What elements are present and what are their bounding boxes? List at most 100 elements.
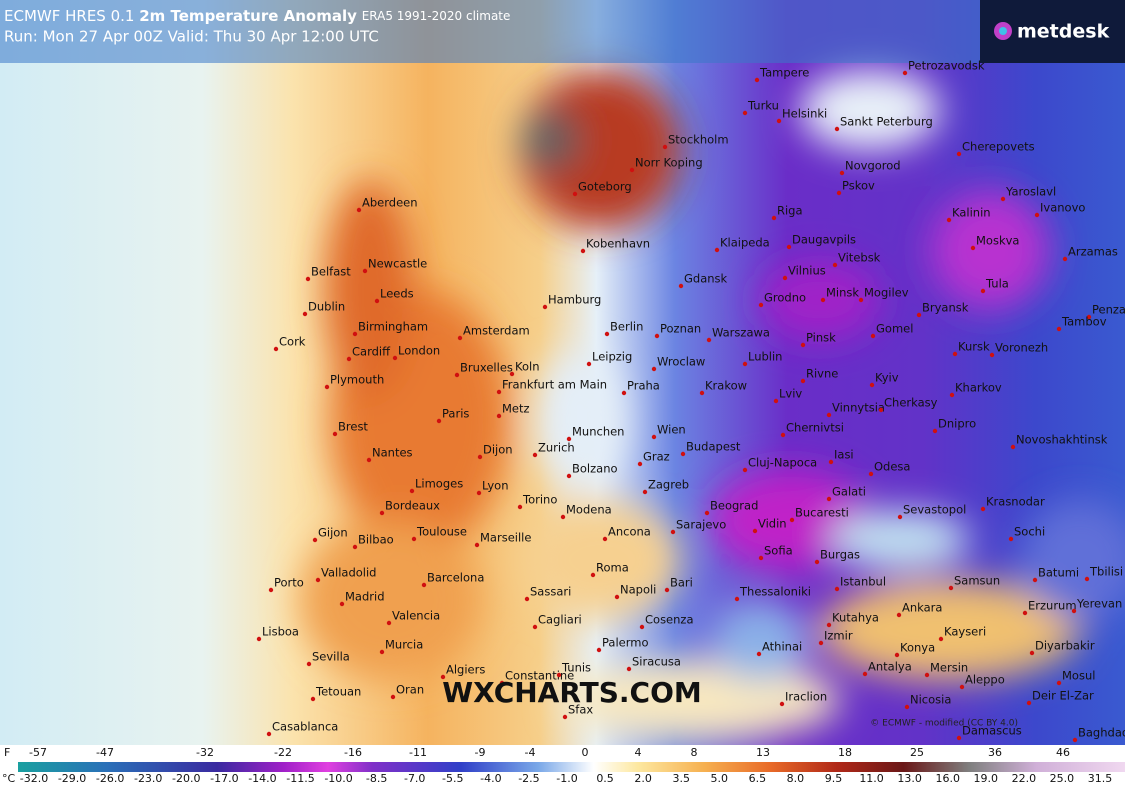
city-label: Deir El-Zar — [1032, 689, 1094, 703]
city-dot — [332, 431, 338, 437]
city-dot — [952, 351, 958, 357]
city-dot — [754, 77, 760, 83]
city-dot — [980, 288, 986, 294]
city-label: Tambov — [1061, 315, 1107, 329]
city-dot — [637, 461, 643, 467]
c-label: 6.5 — [749, 772, 767, 785]
f-label: -47 — [96, 746, 114, 759]
city-label: Berlin — [610, 320, 643, 334]
city-dot — [839, 170, 845, 176]
city-dot — [305, 276, 311, 282]
city-label: Cherkasy — [884, 396, 938, 410]
city-dot — [1084, 576, 1090, 582]
city-dot — [621, 390, 627, 396]
city-dot — [836, 190, 842, 196]
city-dot — [1008, 536, 1014, 542]
city-label: Munchen — [572, 425, 624, 439]
city-dot — [339, 601, 345, 607]
c-unit: °C — [2, 772, 16, 785]
city-dot — [651, 366, 657, 372]
city-label: Cork — [279, 335, 306, 349]
city-dot — [1026, 700, 1032, 706]
f-label: -16 — [344, 746, 362, 759]
city-label: Krakow — [705, 379, 747, 393]
city-dot — [742, 467, 748, 473]
city-label: Ivanovo — [1040, 201, 1085, 215]
city-dot — [421, 582, 427, 588]
city-label: Vitebsk — [838, 251, 881, 265]
city-dot — [366, 457, 372, 463]
city-dot — [902, 70, 908, 76]
city-label: Budapest — [686, 440, 741, 454]
city-label: Cosenza — [645, 613, 694, 627]
city-dot — [1062, 256, 1068, 262]
city-dot — [834, 126, 840, 132]
city-label: Madrid — [345, 590, 385, 604]
city-dot — [1056, 326, 1062, 332]
city-dot — [989, 352, 995, 358]
city-label: Sassari — [530, 585, 571, 599]
c-label: -23.0 — [134, 772, 162, 785]
city-dot — [651, 434, 657, 440]
c-label: -4.0 — [480, 772, 501, 785]
city-dot — [776, 118, 782, 124]
city-dot — [654, 333, 660, 339]
city-dot — [742, 361, 748, 367]
city-dot — [310, 696, 316, 702]
city-dot — [1029, 650, 1035, 656]
city-dot — [734, 596, 740, 602]
city-dot — [509, 371, 515, 377]
city-label: Kalinin — [952, 206, 991, 220]
city-label: Poznan — [660, 322, 701, 336]
city-dot — [779, 701, 785, 707]
city-dot — [532, 624, 538, 630]
c-label: 0.5 — [596, 772, 614, 785]
city-label: Barcelona — [427, 571, 484, 585]
city-label: Mosul — [1062, 669, 1095, 683]
city-label: Sarajevo — [676, 518, 726, 532]
city-dot — [758, 555, 764, 561]
city-dot — [662, 144, 668, 150]
city-label: Marseille — [480, 531, 531, 545]
city-label: Sevastopol — [903, 503, 966, 517]
c-label: -1.0 — [556, 772, 577, 785]
city-dot — [562, 714, 568, 720]
city-dot — [932, 428, 938, 434]
city-label: Yerevan — [1076, 597, 1122, 611]
city-dot — [834, 586, 840, 592]
city-dot — [454, 372, 460, 378]
city-label: Leeds — [380, 287, 414, 301]
city-label: Valladolid — [321, 566, 376, 580]
city-label: Napoli — [620, 583, 656, 597]
city-label: Damascus — [962, 724, 1022, 738]
city-label: Nicosia — [910, 693, 951, 707]
city-dot — [268, 587, 274, 593]
city-dot — [642, 489, 648, 495]
city-label: Bordeaux — [385, 499, 440, 513]
city-dot — [496, 389, 502, 395]
title: 2m Temperature Anomaly — [139, 7, 357, 25]
city-label: Porto — [274, 576, 304, 590]
city-dot — [477, 454, 483, 460]
city-label: Chernivtsi — [786, 421, 844, 435]
city-dot — [639, 624, 645, 630]
f-label: 0 — [582, 746, 589, 759]
city-label: Bilbao — [358, 533, 394, 547]
city-dot — [916, 312, 922, 318]
city-label: Konya — [900, 641, 935, 655]
city-label: Hamburg — [548, 293, 601, 307]
city-label: Daugavpils — [792, 233, 856, 247]
city-dot — [476, 490, 482, 496]
city-dot — [664, 587, 670, 593]
city-label: Limoges — [415, 477, 463, 491]
city-dot — [832, 262, 838, 268]
city-dot — [379, 649, 385, 655]
city-label: Norr Koping — [635, 156, 703, 170]
city-label: Algiers — [446, 663, 485, 677]
watermark: WXCHARTS.COM — [442, 676, 702, 709]
city-label: Frankfurt am Main — [502, 378, 607, 392]
city-label: Torino — [522, 493, 557, 507]
f-label: -32 — [196, 746, 214, 759]
c-label: 16.0 — [935, 772, 960, 785]
city-label: Gijon — [318, 526, 348, 540]
